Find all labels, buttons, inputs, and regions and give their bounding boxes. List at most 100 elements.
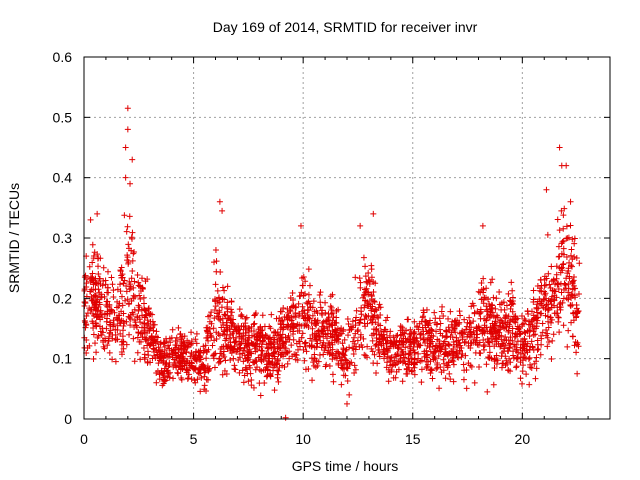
data-point <box>491 356 498 363</box>
data-point <box>205 346 212 353</box>
data-point <box>482 317 489 324</box>
data-point <box>134 349 141 356</box>
data-point <box>236 354 243 361</box>
data-point <box>152 354 159 361</box>
data-point <box>401 354 408 361</box>
data-point <box>390 334 397 341</box>
data-point <box>344 365 351 372</box>
data-point <box>344 400 350 407</box>
data-point <box>370 288 377 295</box>
data-point <box>211 259 218 266</box>
data-point <box>351 340 358 347</box>
data-point <box>519 380 526 387</box>
axis-ticks <box>83 56 610 420</box>
data-point <box>440 360 447 367</box>
data-point <box>264 367 271 374</box>
data-point <box>530 287 537 294</box>
data-point <box>504 360 511 367</box>
data-point <box>342 372 349 379</box>
data-point <box>274 359 281 366</box>
data-point <box>459 336 466 343</box>
data-point <box>211 306 218 313</box>
data-point <box>188 376 195 383</box>
data-point <box>378 331 385 338</box>
data-point <box>524 340 531 347</box>
data-point <box>507 298 514 305</box>
data-point <box>413 323 420 330</box>
data-point <box>475 324 482 331</box>
data-point <box>183 348 190 355</box>
data-point <box>312 317 319 324</box>
data-point <box>257 324 264 331</box>
data-point <box>221 331 228 338</box>
data-point <box>140 294 147 301</box>
data-point <box>447 308 454 315</box>
data-point <box>137 295 144 302</box>
data-point <box>113 304 120 311</box>
data-point <box>541 273 548 280</box>
data-point <box>442 342 449 349</box>
data-point <box>102 277 109 284</box>
data-point <box>550 276 557 283</box>
data-point <box>493 352 500 359</box>
data-point <box>368 345 375 352</box>
data-point <box>509 325 516 332</box>
data-point <box>90 255 97 262</box>
data-point <box>217 269 224 276</box>
data-point <box>220 321 227 328</box>
data-point <box>259 312 266 319</box>
data-point <box>235 322 242 329</box>
data-point <box>394 332 401 339</box>
data-point <box>81 317 88 324</box>
data-point <box>352 366 359 373</box>
data-point <box>288 314 295 321</box>
data-point <box>201 347 208 354</box>
data-point <box>556 227 563 234</box>
data-point <box>563 223 570 230</box>
data-point <box>399 378 406 385</box>
data-point <box>127 180 134 187</box>
data-point <box>538 310 545 317</box>
data-point <box>136 282 143 289</box>
data-point <box>149 311 156 318</box>
data-point <box>462 352 469 359</box>
data-point <box>329 331 336 338</box>
data-point <box>286 336 293 343</box>
data-point <box>498 300 505 307</box>
data-point <box>226 335 233 342</box>
data-point <box>123 283 130 290</box>
data-point <box>388 367 395 374</box>
data-point <box>503 337 510 344</box>
data-point <box>528 338 535 345</box>
data-point <box>258 343 265 350</box>
data-point <box>385 378 392 385</box>
data-point <box>572 285 579 292</box>
data-point <box>506 344 513 351</box>
data-point <box>135 302 142 309</box>
data-point <box>106 302 113 309</box>
data-point <box>555 243 562 250</box>
data-point <box>377 304 384 311</box>
data-point <box>553 294 560 301</box>
data-point <box>241 352 248 359</box>
data-point <box>543 186 550 193</box>
data-point <box>216 198 223 205</box>
data-point <box>477 310 484 317</box>
data-point <box>567 303 574 310</box>
data-point <box>139 330 146 337</box>
data-point <box>447 376 454 383</box>
data-point <box>131 358 138 365</box>
data-point <box>526 381 533 388</box>
data-point <box>89 259 96 266</box>
data-point <box>369 297 376 304</box>
data-point <box>495 340 502 347</box>
data-point <box>450 338 457 345</box>
data-point <box>100 337 107 344</box>
data-point <box>534 283 541 290</box>
data-point <box>434 364 441 371</box>
data-point <box>98 331 105 338</box>
data-point <box>124 126 131 133</box>
data-point <box>340 345 347 352</box>
data-point <box>485 339 492 346</box>
data-point <box>280 305 287 312</box>
